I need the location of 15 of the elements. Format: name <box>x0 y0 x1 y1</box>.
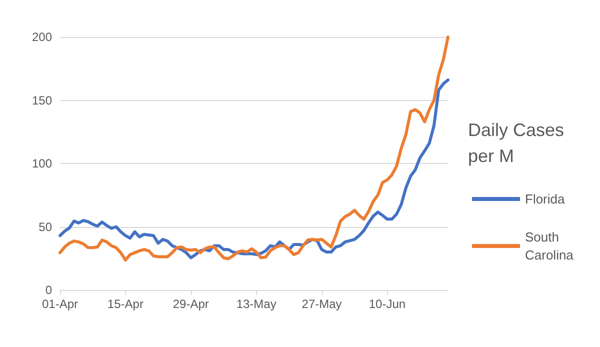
y-tick-label: 100 <box>32 156 52 170</box>
x-tick-label: 10-Jun <box>368 297 406 311</box>
legend-title: Daily Cases per M <box>468 120 570 166</box>
x-tick-label: 27-May <box>302 297 342 311</box>
y-tick-label: 200 <box>32 30 52 44</box>
legend-label: South Carolina <box>525 230 574 262</box>
x-tick-label: 01-Apr <box>42 297 78 311</box>
y-tick-label: 150 <box>32 93 52 108</box>
line-series <box>58 36 450 262</box>
x-tick-label: 29-Apr <box>172 297 209 311</box>
x-tick-label: 15-Apr <box>107 297 144 311</box>
y-tick-label: 50 <box>38 220 52 234</box>
x-tick-label: 13-May <box>236 297 276 311</box>
y-tick-label: 0 <box>45 283 52 297</box>
legend-label: Florida <box>525 192 566 206</box>
